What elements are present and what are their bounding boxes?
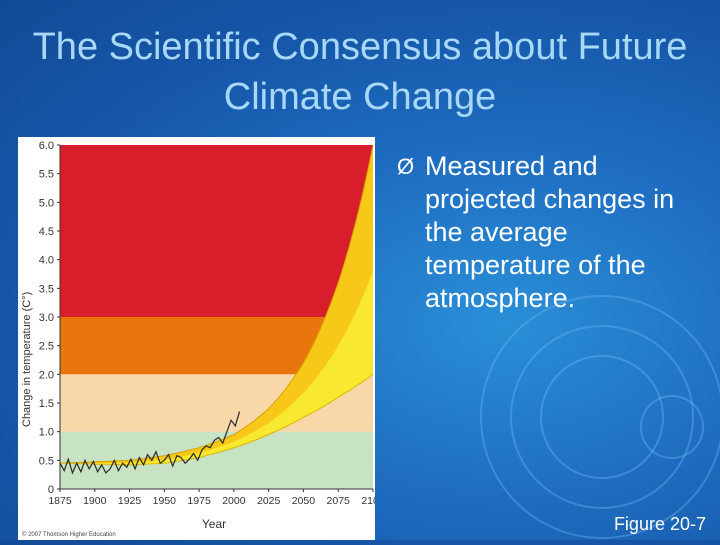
x-tick-label: 2050 <box>292 495 316 507</box>
measured-temperature-line <box>59 411 241 475</box>
x-tick-label: 1950 <box>153 495 177 507</box>
y-tick-label: 4.0 <box>39 255 54 267</box>
slide-title: The Scientific Consensus about Future Cl… <box>32 26 688 118</box>
y-tick-label: 2.0 <box>39 369 54 381</box>
band-red <box>60 145 373 317</box>
x-tick-label: 2025 <box>257 495 281 507</box>
chart-panel: 0 0.5 1.0 1.5 2.0 2.5 3.0 3.5 4.0 4.5 5.0 5.5 6.0 187… <box>18 137 385 540</box>
arrow-bullet-icon: Ø <box>397 154 415 179</box>
y-tick-label: 0 <box>48 484 54 496</box>
y-tick-label: 3.5 <box>39 283 54 295</box>
y-tick-label: 5.0 <box>39 197 54 209</box>
copyright-text: © 2007 Thomson Higher Education <box>22 531 116 538</box>
y-tick-label: 5.5 <box>39 169 54 181</box>
x-tick-label: 1975 <box>187 495 211 507</box>
x-tick-label: 1900 <box>83 495 107 507</box>
x-tick-label: 2075 <box>327 495 351 507</box>
projection-range-lower <box>60 271 373 465</box>
y-tick-label: 0.5 <box>39 455 54 467</box>
band-green <box>60 431 373 489</box>
x-tick-label: 2100 <box>361 495 375 507</box>
y-tick-label: 4.5 <box>39 226 54 238</box>
y-axis-label: Change in temperature (C°) <box>21 292 33 427</box>
y-tick-label: 2.5 <box>39 341 54 353</box>
x-axis-label: Year <box>202 517 226 531</box>
y-tick-label: 3.0 <box>39 312 54 324</box>
x-tick-label: 1925 <box>118 495 142 507</box>
x-tick-label: 1875 <box>48 495 72 507</box>
x-tick-label: 2000 <box>222 495 246 507</box>
y-tick-label: 1.0 <box>39 427 54 439</box>
y-tick-label: 6.0 <box>39 140 54 152</box>
projection-range-upper <box>60 145 373 465</box>
temperature-chart: 0 0.5 1.0 1.5 2.0 2.5 3.0 3.5 4.0 4.5 5.0 5.5 6.0 187… <box>21 140 385 538</box>
y-tick-label: 1.5 <box>39 398 54 410</box>
figure-label: Figure 20-7 <box>613 514 706 534</box>
projection-upper-line <box>59 144 374 464</box>
bullet-text: Measured and projected changes in the av… <box>425 151 675 313</box>
